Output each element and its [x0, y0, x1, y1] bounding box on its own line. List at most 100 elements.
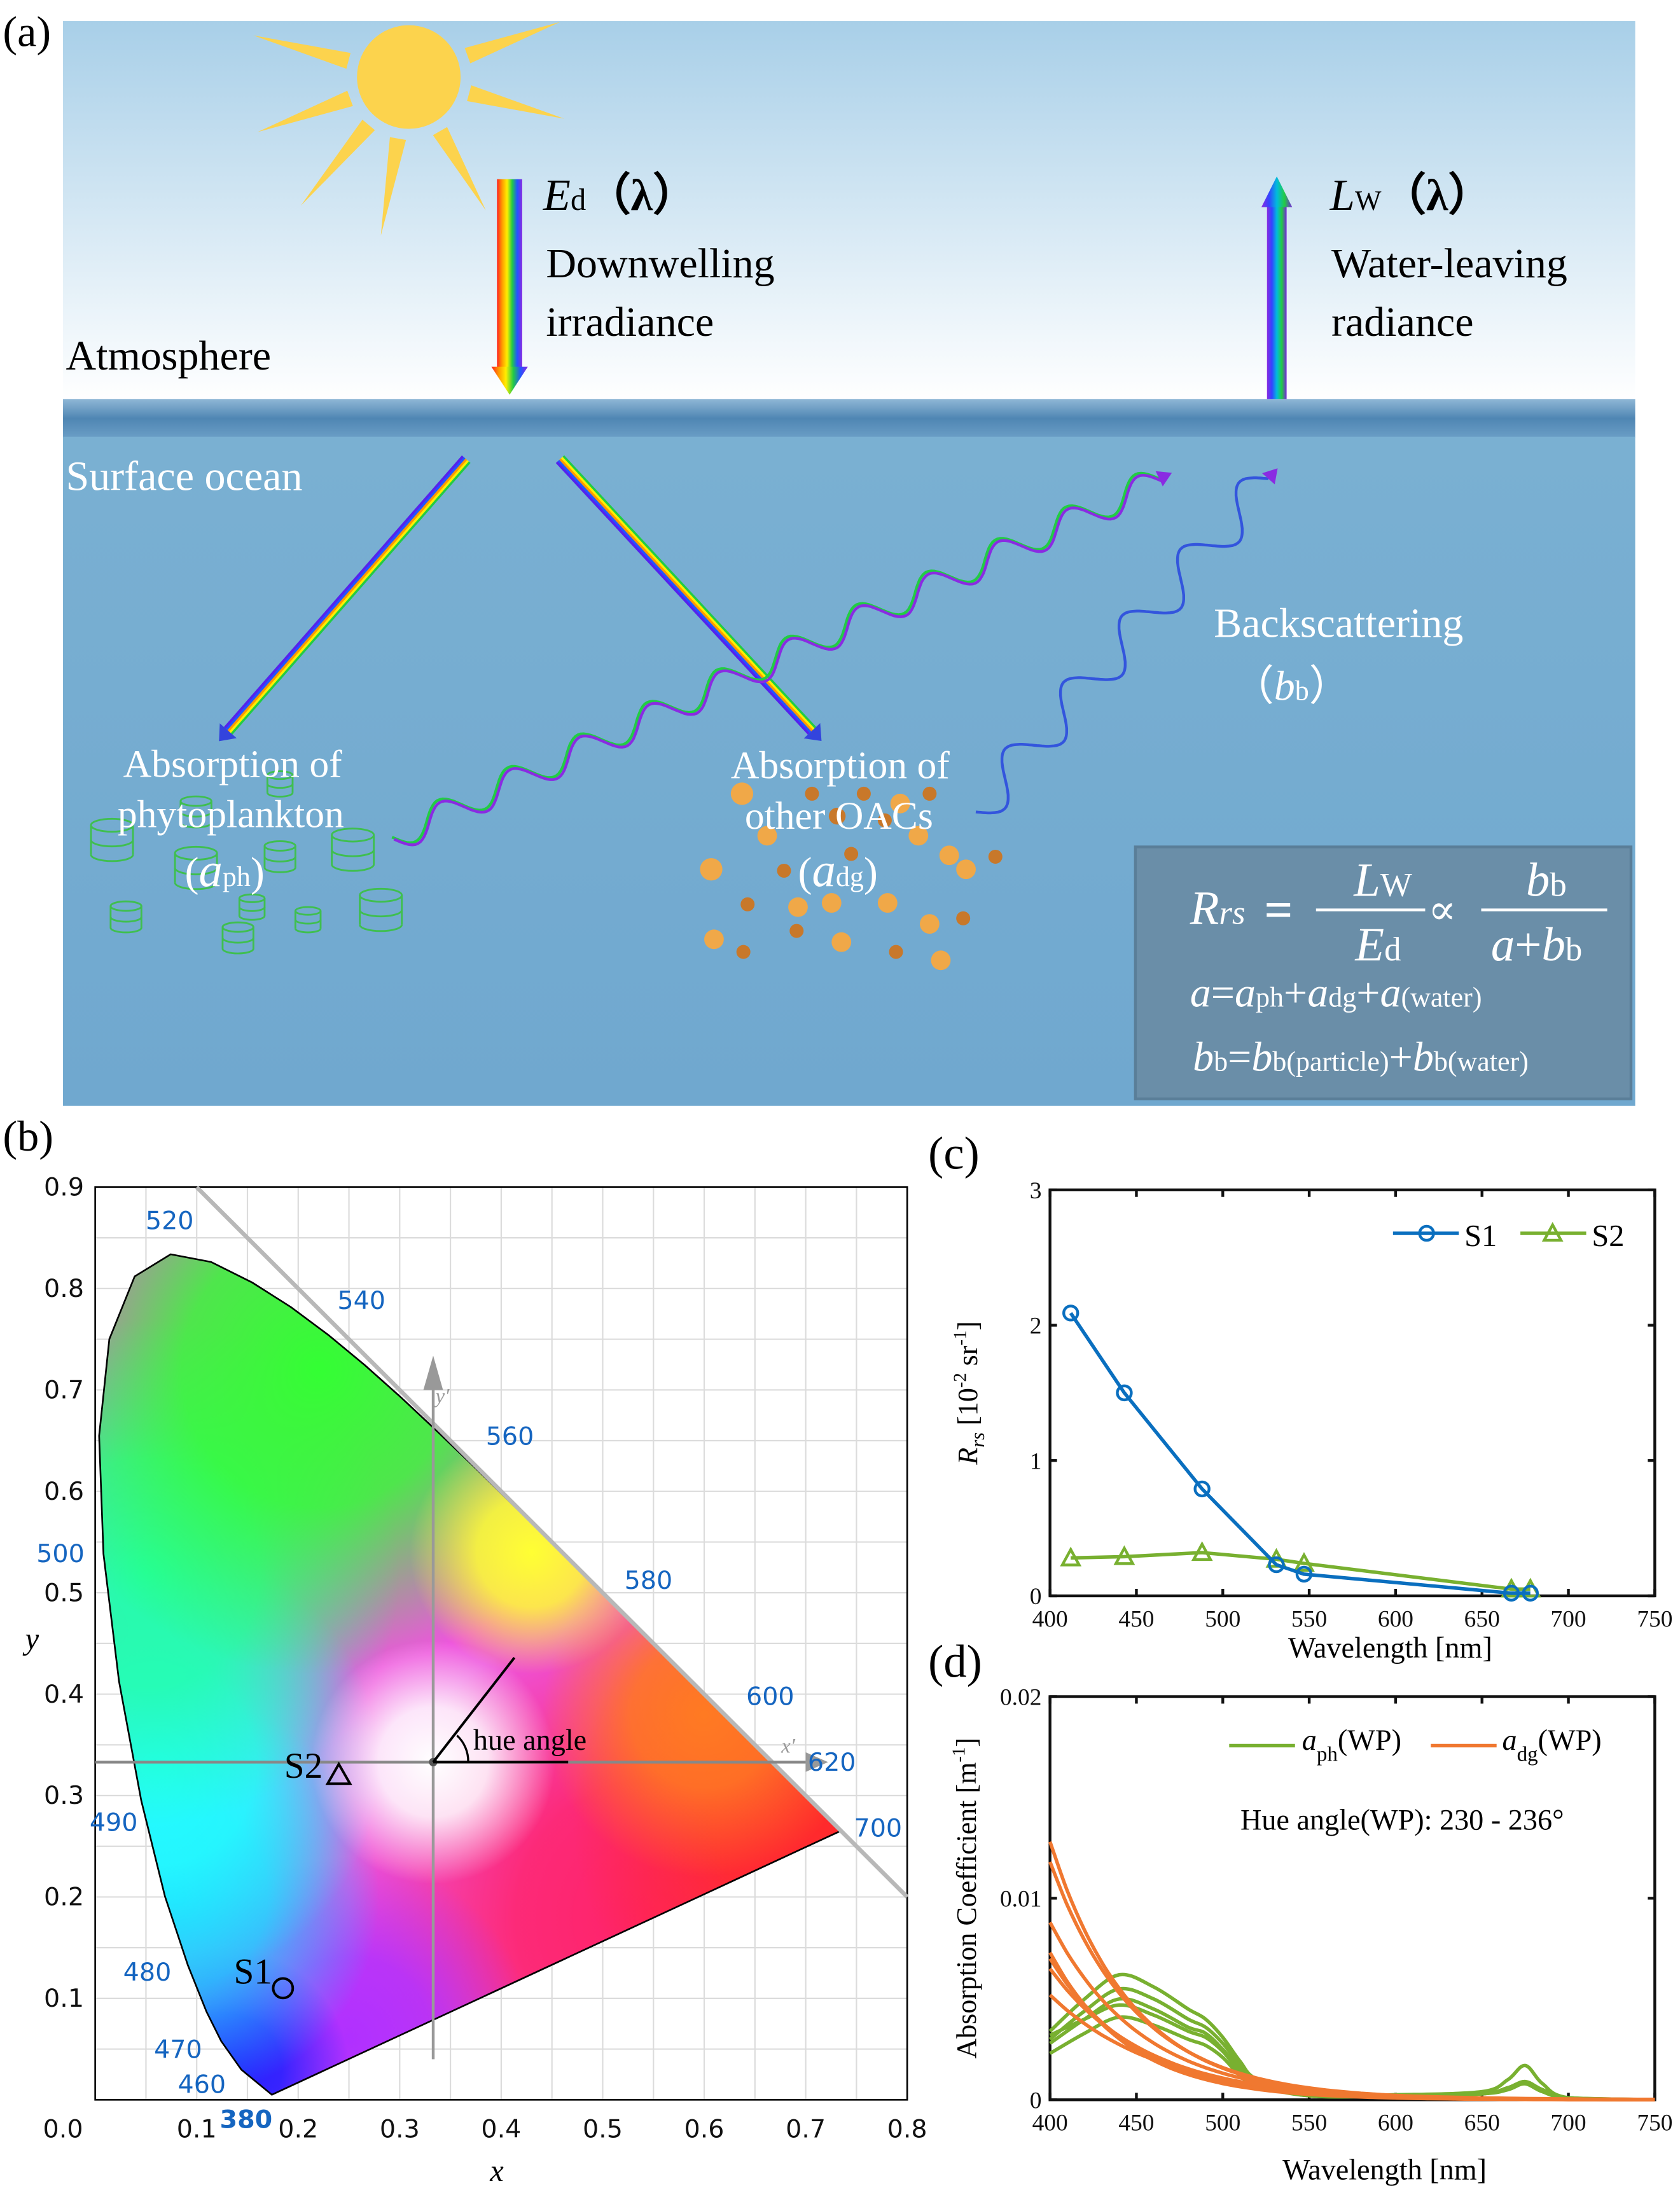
- data-point-S1: [1268, 1556, 1285, 1574]
- series-line-S1: [1069, 1312, 1531, 1595]
- wavelength-label-600: 600: [746, 1682, 795, 1712]
- x-tick-label: 0.6: [684, 2115, 725, 2144]
- cell-band: [90, 840, 134, 848]
- water-leaving-label: Water-leaving: [1331, 240, 1567, 287]
- rrs-chart: 400 450 500 550 600 650 700 750 0 1 2 3: [1030, 1178, 1673, 1632]
- adg-curve: [1048, 1951, 1655, 2102]
- x-tick-label: 700: [1551, 1606, 1586, 1632]
- y-tick-label: 0.4: [44, 1680, 84, 1709]
- water-leaving-arrow: [1267, 203, 1287, 399]
- y-tick-label: 3: [1030, 1178, 1042, 1204]
- cell-band: [174, 868, 218, 876]
- x-prime-label: x′: [781, 1735, 796, 1757]
- arrow-up-icon: [423, 1355, 443, 1390]
- sun-ray: [300, 120, 375, 206]
- x-tick-label: 550: [1291, 1606, 1327, 1632]
- bb-numerator: bb: [1526, 854, 1567, 907]
- particle-dot: [956, 859, 976, 880]
- ray-stripe: [228, 459, 469, 733]
- y-tick-label: 0: [1030, 1584, 1042, 1610]
- particle-dot: [700, 858, 723, 881]
- cell-band: [359, 910, 403, 918]
- absorption-chart: 400 450 500 550 600 650 700 750 0 0.01 0.02: [1000, 1685, 1672, 2136]
- oac-incident-arrow: [555, 455, 822, 742]
- phytoplankton-icon: [221, 921, 254, 955]
- arrow-head: [1261, 176, 1293, 207]
- absorption-equation: a=aph+adg+a(water): [1190, 969, 1482, 1016]
- wavelength-label-560: 560: [486, 1422, 534, 1451]
- reflected-wave: [391, 471, 1172, 847]
- arrow-head: [803, 723, 822, 742]
- x-tick-label: 650: [1464, 1606, 1500, 1632]
- sun-icon: [253, 22, 565, 236]
- a-plus-bb-denominator: a+bb: [1491, 918, 1582, 971]
- x-tick-label: 550: [1291, 2110, 1327, 2136]
- x-tick-label: 750: [1637, 2110, 1672, 2136]
- phyto-incident-arrow: [219, 455, 471, 742]
- phytoplankton-icon: [179, 795, 212, 829]
- wavelength-label-520: 520: [146, 1206, 194, 1235]
- panel-label-b: (b): [3, 1112, 53, 1160]
- data-point-S2: [1293, 1552, 1315, 1572]
- x-tick-label: 0.7: [786, 2115, 826, 2144]
- y-tick-label: 0.3: [44, 1781, 84, 1810]
- sun-ray: [380, 137, 406, 236]
- x-tick-label: 500: [1205, 1606, 1240, 1632]
- ray-stripe: [559, 458, 813, 732]
- particle-dot: [956, 911, 971, 925]
- x-tick-label: 0.0: [43, 2115, 83, 2144]
- y-axis-label: Absorption Coefficient [m-1]: [949, 1738, 982, 2059]
- ray-stripe: [560, 457, 815, 730]
- plot-frame: [1048, 1188, 1656, 1598]
- phytoplankton-icon: [90, 817, 134, 862]
- x-axis-label: Wavelength [nm]: [1288, 1631, 1492, 1664]
- oac-absorption-label: Absorption of: [731, 744, 950, 787]
- particle-dot: [788, 897, 808, 917]
- particle-dot: [856, 786, 871, 801]
- hue-angle-arc: [456, 1735, 469, 1762]
- s1-marker: [272, 1977, 295, 2000]
- x-tick-label: 0.2: [278, 2115, 318, 2144]
- sky: [63, 21, 1635, 402]
- plot-frame: [1048, 1695, 1656, 2102]
- panel-label-c: (c): [928, 1128, 980, 1179]
- data-point-S1: [1295, 1565, 1313, 1583]
- particle-dot: [939, 845, 959, 866]
- wavelength-label-580: 580: [625, 1566, 673, 1595]
- particle-dot: [821, 893, 842, 913]
- formula-box: Rrs = LW Ed ∝ bb a+bb a=aph+adg+a(water)…: [1134, 845, 1633, 1100]
- other-oacs-label: other OACs: [745, 794, 933, 838]
- panel-label-d: (d): [928, 1636, 982, 1687]
- y-tick-label: 0.8: [44, 1274, 84, 1303]
- x-tick-label: 0.8: [887, 2115, 927, 2144]
- particle-dot: [730, 782, 754, 805]
- data-point-S1: [1503, 1584, 1520, 1602]
- phyto-absorption-label: Absorption of: [123, 743, 342, 786]
- wavelength-label-380: 380: [220, 2105, 273, 2134]
- x-axis-label: Wavelength [nm]: [1282, 2154, 1487, 2186]
- ed-denominator: Ed: [1354, 918, 1401, 971]
- sun-disc: [357, 25, 461, 129]
- y-tick-label: 0.9: [44, 1173, 84, 1202]
- ray-stripe: [557, 459, 812, 733]
- particle-dot: [789, 924, 804, 938]
- wavelength-label-490: 490: [90, 1808, 138, 1838]
- ray-stripe: [223, 455, 464, 729]
- cell-bottom: [221, 948, 254, 955]
- y-axis-label: y: [22, 1623, 39, 1656]
- particle-dot: [831, 932, 852, 952]
- chromaticity-ticks: 0.0 0.1 0.2 0.3 0.4 0.5 0.6 0.7 0.8 0.1 0.2 0.3 0.4 0…: [43, 1173, 927, 2144]
- particle-dot: [805, 786, 819, 801]
- x-tick-label: 600: [1378, 2110, 1413, 2136]
- wave-stroke: [975, 476, 1269, 815]
- lw-label: LW（λ）: [1329, 170, 1493, 220]
- cell-bottom: [266, 792, 294, 798]
- x-tick-label: 400: [1032, 1606, 1068, 1632]
- phytoplankton-label: phytoplankton: [118, 793, 344, 836]
- phytoplankton-icon: [109, 900, 142, 934]
- ray-stripe: [562, 455, 817, 729]
- ray-stripe: [227, 458, 468, 732]
- cell-band: [179, 812, 212, 818]
- circle-marker-icon: [1418, 1224, 1435, 1242]
- particle-dot: [757, 826, 777, 846]
